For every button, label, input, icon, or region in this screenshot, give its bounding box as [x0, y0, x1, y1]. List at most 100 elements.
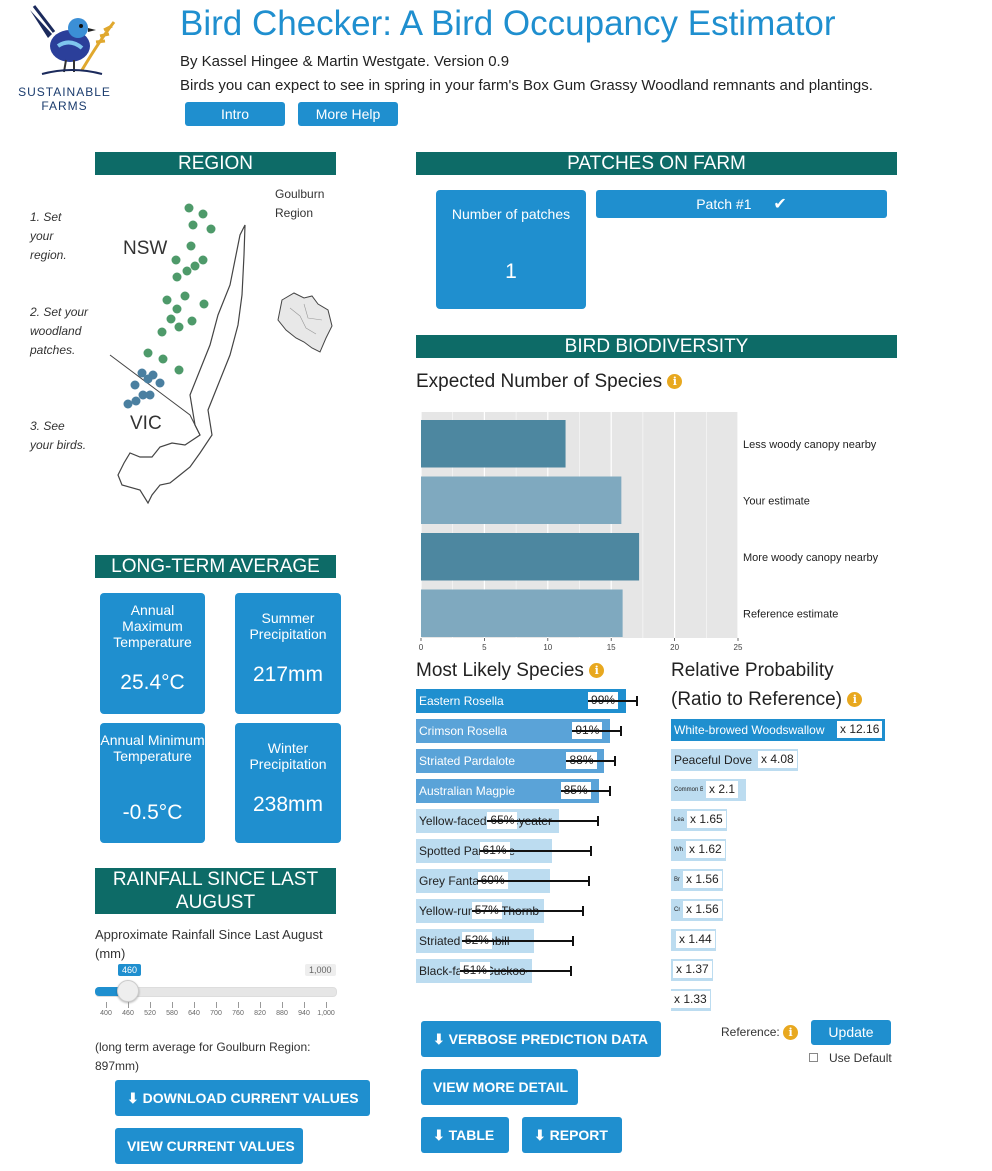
- rainfall-note: (long term average for Goulburn Region: …: [95, 1040, 311, 1073]
- slider-tick-mark: [106, 1002, 107, 1008]
- card-annual-min-temp: Annual Minimum Temperature -0.5°C: [100, 723, 205, 843]
- patch-1-label: Patch #1: [696, 196, 752, 212]
- relative-row[interactable]: Leaden Flycatcherx 1.65: [671, 809, 901, 831]
- slider-tick-mark: [282, 1002, 283, 1008]
- more-help-button[interactable]: More Help: [298, 102, 398, 126]
- relative-ratio: x 1.56: [683, 871, 722, 888]
- species-row[interactable]: Eastern Rosella99%: [416, 689, 676, 713]
- relative-row[interactable]: Crestedx 1.56: [671, 899, 901, 921]
- report-button[interactable]: ⬇ REPORT: [522, 1117, 622, 1153]
- species-row[interactable]: Yellow-faced Honeyeater65%: [416, 809, 676, 833]
- chart-category-label: Less woody canopy nearby: [743, 439, 877, 451]
- info-icon[interactable]: i: [589, 663, 605, 679]
- step-2-text: 2. Set your woodland patches.: [30, 305, 89, 357]
- intro-button[interactable]: Intro: [185, 102, 285, 126]
- verbose-prediction-button[interactable]: ⬇ VERBOSE PREDICTION DATA: [421, 1021, 661, 1057]
- species-name: Striated Pardalote: [419, 754, 516, 768]
- error-bar-cap: [569, 966, 572, 976]
- relative-row[interactable]: Whitex 1.62: [671, 839, 901, 861]
- error-bar: [459, 970, 570, 972]
- relative-row[interactable]: Brownx 1.56: [671, 869, 901, 891]
- info-icon[interactable]: i: [847, 692, 863, 708]
- download-icon: ⬇: [534, 1127, 546, 1143]
- slider-tick-mark: [128, 1002, 129, 1008]
- view-more-detail-button[interactable]: VIEW MORE DETAIL: [421, 1069, 578, 1105]
- relative-row[interactable]: White-browed Woodswallow x 12.16: [671, 719, 901, 741]
- card-winter-precip: Winter Precipitation 238mm: [235, 723, 341, 843]
- update-button[interactable]: Update: [811, 1020, 891, 1045]
- relative-row[interactable]: x 1.44: [671, 929, 901, 951]
- relative-row[interactable]: x 1.37: [671, 959, 901, 981]
- card-label: Annual Maximum Temperature: [113, 602, 192, 650]
- most-likely-title: Most Likely Species i: [416, 660, 605, 682]
- info-icon[interactable]: i: [783, 1025, 799, 1041]
- species-row[interactable]: Yellow-rumped Thornbill57%: [416, 899, 676, 923]
- use-default-checkbox[interactable]: [809, 1053, 818, 1062]
- chart-bar: [421, 589, 623, 637]
- species-row[interactable]: Striated Pardalote88%: [416, 749, 676, 773]
- species-row[interactable]: Black-faced Cuckoo-shrike51%: [416, 959, 676, 983]
- chart-category-label: More woody canopy nearby: [743, 552, 879, 564]
- download-current-values-button[interactable]: ⬇ DOWNLOAD CURRENT VALUES: [115, 1080, 370, 1116]
- relative-ratio: x 1.56: [683, 901, 722, 918]
- relative-row[interactable]: Common Bronzewingx 2.1: [671, 779, 901, 801]
- page-title: Bird Checker: A Bird Occupancy Estimator: [180, 4, 836, 43]
- border-line: [109, 354, 201, 436]
- expected-species-title-text: Expected Number of Species: [416, 371, 663, 392]
- relative-title-line1: Relative Probability: [671, 660, 834, 681]
- relative-row[interactable]: Peaceful Dove x 4.08: [671, 749, 901, 771]
- download-icon: ⬇: [433, 1031, 445, 1047]
- relative-ratio: x 1.33: [671, 991, 710, 1008]
- download-current-values-label: DOWNLOAD CURRENT VALUES: [142, 1090, 359, 1106]
- relative-species-name: Crested: [674, 907, 680, 913]
- slider-handle[interactable]: [117, 980, 139, 1002]
- patch-count-value: 1: [505, 260, 517, 283]
- view-current-values-button[interactable]: VIEW CURRENT VALUES: [115, 1128, 303, 1164]
- species-row[interactable]: Crimson Rosella91%: [416, 719, 676, 743]
- relative-bar: [671, 719, 885, 741]
- error-bar-cap: [614, 756, 617, 766]
- patch-1-button[interactable]: Patch #1 ✔: [596, 190, 887, 218]
- species-row[interactable]: Australian Magpie85%: [416, 779, 676, 803]
- slider-fill: [95, 987, 128, 996]
- card-label: Summer Precipitation: [249, 610, 327, 642]
- species-row[interactable]: Grey Fantail60%: [416, 869, 676, 893]
- error-bar-cap: [608, 786, 611, 796]
- relative-ratio: x 12.16: [837, 721, 883, 738]
- info-icon[interactable]: i: [667, 374, 683, 390]
- error-bar-cap: [636, 696, 639, 706]
- card-value: 217mm: [252, 663, 324, 686]
- species-row[interactable]: Striated Thornbill52%: [416, 929, 676, 953]
- species-name: Yellow-faced Honeyeater: [419, 814, 552, 828]
- download-icon: ⬇: [433, 1127, 445, 1143]
- relative-species-name: White: [674, 847, 683, 853]
- rainfall-slider[interactable]: 460 1,000 400 460 520 580 640 700 760 820 880 940…: [95, 962, 337, 1022]
- relative-ratio: x 1.62: [686, 841, 725, 858]
- slider-tick-label: 880: [276, 1010, 288, 1017]
- slider-tick-label: 940: [298, 1010, 310, 1017]
- verbose-prediction-label: VERBOSE PREDICTION DATA: [448, 1031, 649, 1047]
- map-label-vic: VIC: [130, 413, 162, 434]
- slider-tick-label: 520: [144, 1010, 156, 1017]
- region-dots-vic[interactable]: [123, 368, 165, 409]
- slider-tick-mark: [326, 1002, 327, 1008]
- relative-ratio: x 1.65: [687, 811, 726, 828]
- species-name: Australian Magpie: [419, 784, 516, 798]
- species-row[interactable]: Spotted Pardalote61%: [416, 839, 676, 863]
- slider-tick-label: 760: [232, 1010, 244, 1017]
- species-name: Crimson Rosella: [419, 724, 508, 738]
- chart-tick-label: 15: [607, 643, 616, 652]
- species-name: Grey Fantail: [419, 874, 485, 888]
- chart-category-label: Reference estimate: [743, 608, 838, 620]
- chart-tick-label: 20: [670, 643, 679, 652]
- most-likely-title-text: Most Likely Species: [416, 660, 584, 681]
- region-dots-nsw[interactable]: [143, 203, 216, 375]
- card-annual-max-temp: Annual Maximum Temperature 25.4°C: [100, 593, 205, 714]
- map-label-nsw: NSW: [123, 238, 168, 259]
- region-map[interactable]: [100, 195, 260, 510]
- relative-row[interactable]: x 1.33: [671, 989, 901, 1011]
- slider-ticks: 400 460 520 580 640 700 760 820 880 940 1,000: [95, 1002, 337, 1022]
- chart-tick-label: 0: [419, 643, 424, 652]
- region-heading: REGION: [95, 152, 336, 175]
- table-button[interactable]: ⬇ TABLE: [421, 1117, 509, 1153]
